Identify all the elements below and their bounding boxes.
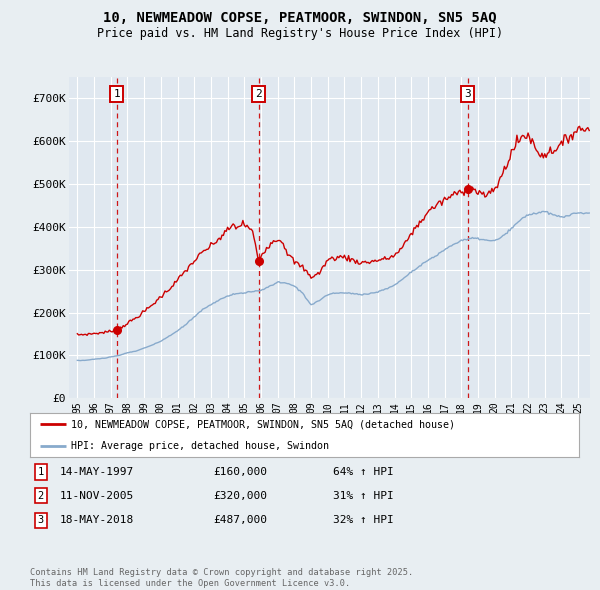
Text: 3: 3 (38, 516, 44, 525)
Text: £320,000: £320,000 (213, 491, 267, 500)
Text: Contains HM Land Registry data © Crown copyright and database right 2025.
This d: Contains HM Land Registry data © Crown c… (30, 568, 413, 588)
Text: HPI: Average price, detached house, Swindon: HPI: Average price, detached house, Swin… (71, 441, 329, 451)
Text: £160,000: £160,000 (213, 467, 267, 477)
Text: 31% ↑ HPI: 31% ↑ HPI (333, 491, 394, 500)
Text: 3: 3 (464, 89, 471, 99)
Text: 2: 2 (38, 491, 44, 500)
Text: 32% ↑ HPI: 32% ↑ HPI (333, 516, 394, 525)
Text: 64% ↑ HPI: 64% ↑ HPI (333, 467, 394, 477)
Text: 1: 1 (38, 467, 44, 477)
Text: 1: 1 (113, 89, 120, 99)
Text: Price paid vs. HM Land Registry's House Price Index (HPI): Price paid vs. HM Land Registry's House … (97, 27, 503, 40)
Text: 2: 2 (255, 89, 262, 99)
Text: 10, NEWMEADOW COPSE, PEATMOOR, SWINDON, SN5 5AQ: 10, NEWMEADOW COPSE, PEATMOOR, SWINDON, … (103, 11, 497, 25)
Text: 10, NEWMEADOW COPSE, PEATMOOR, SWINDON, SN5 5AQ (detached house): 10, NEWMEADOW COPSE, PEATMOOR, SWINDON, … (71, 419, 455, 429)
Text: 18-MAY-2018: 18-MAY-2018 (60, 516, 134, 525)
Text: 11-NOV-2005: 11-NOV-2005 (60, 491, 134, 500)
Text: 14-MAY-1997: 14-MAY-1997 (60, 467, 134, 477)
Text: £487,000: £487,000 (213, 516, 267, 525)
